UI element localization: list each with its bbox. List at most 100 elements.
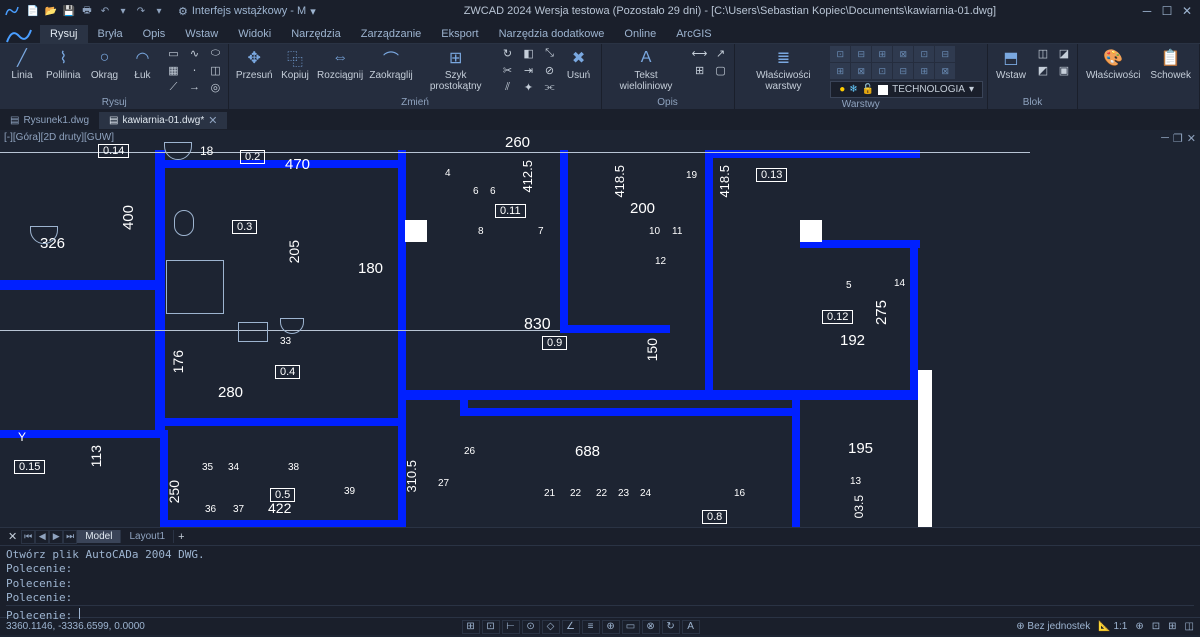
tab-widoki[interactable]: Widoki xyxy=(228,25,281,43)
b3-icon[interactable]: ◩ xyxy=(1032,63,1054,79)
mdi-restore-icon[interactable]: ❐ xyxy=(1173,132,1183,145)
cycle-toggle[interactable]: ↻ xyxy=(662,620,680,634)
dim-icon[interactable]: ⟷ xyxy=(689,46,711,62)
break-icon[interactable]: ⊘ xyxy=(539,63,561,79)
linia-button[interactable]: ╱Linia xyxy=(4,46,40,83)
luk-button[interactable]: ◠Łuk xyxy=(124,46,160,83)
lt6-icon[interactable]: ⊟ xyxy=(935,46,955,62)
maximize-button[interactable]: ☐ xyxy=(1158,3,1176,19)
explode-icon[interactable]: ✦ xyxy=(518,80,540,96)
lt8-icon[interactable]: ⊠ xyxy=(851,63,871,79)
lt2-icon[interactable]: ⊟ xyxy=(851,46,871,62)
spline-icon[interactable]: ∿ xyxy=(183,46,205,62)
field-icon[interactable]: ▢ xyxy=(710,63,732,79)
command-line[interactable]: Otwórz plik AutoCADa 2004 DWG. Polecenie… xyxy=(0,545,1200,617)
layout1-tab[interactable]: Layout1 xyxy=(121,530,174,543)
ray-icon[interactable]: → xyxy=(183,80,205,96)
otrack-toggle[interactable]: ∠ xyxy=(562,620,580,634)
model-tab[interactable]: Model xyxy=(77,530,121,543)
scale-icon[interactable]: ⤡ xyxy=(539,46,561,62)
offset-icon[interactable]: ⫽ xyxy=(497,80,519,96)
tab-dodatkowe[interactable]: Narzędzia dodatkowe xyxy=(489,25,615,43)
trim-icon[interactable]: ✂ xyxy=(497,63,519,79)
save-icon[interactable]: 💾 xyxy=(62,4,76,18)
lt7-icon[interactable]: ⊞ xyxy=(830,63,850,79)
lt4-icon[interactable]: ⊠ xyxy=(893,46,913,62)
ellipse-icon[interactable]: ⬭ xyxy=(204,46,226,62)
kopiuj-button[interactable]: ⿻Kopiuj xyxy=(277,46,313,83)
minimize-button[interactable]: ─ xyxy=(1138,3,1156,19)
lt11-icon[interactable]: ⊞ xyxy=(914,63,934,79)
drawing-workspace[interactable]: [-][Góra][2D druty][GUW] ─ ❐ ✕ xyxy=(0,130,1200,527)
point-icon[interactable]: ⋅ xyxy=(183,63,205,79)
mdi-close-icon[interactable]: ✕ xyxy=(1187,132,1196,145)
ortho-toggle[interactable]: ⊢ xyxy=(502,620,520,634)
rect-icon[interactable]: ▭ xyxy=(162,46,184,62)
app-menu-button[interactable] xyxy=(4,24,36,48)
close-panel-icon[interactable]: ✕ xyxy=(4,530,21,543)
file-tab-inactive[interactable]: ▤Rysunek1.dwg xyxy=(0,113,99,128)
drawing-viewport[interactable]: 0.14 18 0.2 470 260 400 326 0.3 205 180 … xyxy=(0,130,1200,527)
tab-bryla[interactable]: Bryła xyxy=(88,25,133,43)
okrag-button[interactable]: ○Okrąg xyxy=(86,46,122,83)
snap-toggle[interactable]: ⊡ xyxy=(482,620,500,634)
tab-zarzadzanie[interactable]: Zarządzanie xyxy=(351,25,432,43)
extend-icon[interactable]: ⇥ xyxy=(518,63,540,79)
current-layer-dropdown[interactable]: ● ❄ 🔓 TECHNOLOGIA ▾ xyxy=(830,81,983,98)
close-tab-icon[interactable]: ✕ xyxy=(208,114,217,127)
leader-icon[interactable]: ↗ xyxy=(710,46,732,62)
tab-rysuj[interactable]: Rysuj xyxy=(40,25,88,43)
region-icon[interactable]: ◫ xyxy=(204,63,226,79)
lt1-icon[interactable]: ⊡ xyxy=(830,46,850,62)
b1-icon[interactable]: ◫ xyxy=(1032,46,1054,62)
tab-opis[interactable]: Opis xyxy=(133,25,176,43)
wstaw-button[interactable]: ⬒Wstaw xyxy=(992,46,1030,83)
donut-icon[interactable]: ◎ xyxy=(204,80,226,96)
grid-toggle[interactable]: ⊞ xyxy=(462,620,480,634)
zaokraglij-button[interactable]: ⌒Zaokrąglij xyxy=(367,46,415,83)
osnap-toggle[interactable]: ◇ xyxy=(542,620,560,634)
dyn-toggle[interactable]: ⊕ xyxy=(602,620,620,634)
workspace-dropdown[interactable]: ⚙ Interfejs wstążkowy - M ▾ xyxy=(172,5,322,18)
print-icon[interactable]: 🖶 xyxy=(80,4,94,18)
status-icon2[interactable]: ⊡ xyxy=(1152,621,1160,632)
mirror-icon[interactable]: ◧ xyxy=(518,46,540,62)
b2-icon[interactable]: ◪ xyxy=(1053,46,1075,62)
lt5-icon[interactable]: ⊡ xyxy=(914,46,934,62)
tab-arcgis[interactable]: ArcGIS xyxy=(666,25,721,43)
lt3-icon[interactable]: ⊞ xyxy=(872,46,892,62)
polar-toggle[interactable]: ⊙ xyxy=(522,620,540,634)
units-label[interactable]: ⊕ Bez jednostek xyxy=(1016,621,1090,632)
hatch-icon[interactable]: ▦ xyxy=(162,63,184,79)
tekst-button[interactable]: ATekst wieloliniowy xyxy=(606,46,687,94)
b4-icon[interactable]: ▣ xyxy=(1053,63,1075,79)
undo-icon[interactable]: ↶ xyxy=(98,4,112,18)
file-tab-active[interactable]: ▤kawiarnia-01.dwg*✕ xyxy=(99,112,227,129)
szyk-button[interactable]: ⊞Szyk prostokątny xyxy=(417,46,495,94)
status-icon1[interactable]: ⊕ xyxy=(1135,621,1143,632)
tab-eksport[interactable]: Eksport xyxy=(431,25,488,43)
scale-label[interactable]: 📐 1:1 xyxy=(1098,621,1127,632)
xline-icon[interactable]: ⟋ xyxy=(162,80,184,96)
new-icon[interactable]: 📄 xyxy=(26,4,40,18)
next-icon[interactable]: ▶ xyxy=(49,530,63,544)
rotate-icon[interactable]: ↻ xyxy=(497,46,519,62)
last-icon[interactable]: ⏭ xyxy=(63,530,77,544)
lwt-toggle[interactable]: ≡ xyxy=(582,620,600,634)
first-icon[interactable]: ⏮ xyxy=(21,530,35,544)
add-layout-icon[interactable]: + xyxy=(174,531,188,543)
join-icon[interactable]: ⫘ xyxy=(539,80,561,96)
wlasciwosci-button[interactable]: 🎨Właściwości xyxy=(1082,46,1144,83)
redo-drop-icon[interactable]: ▾ xyxy=(152,4,166,18)
qp-toggle[interactable]: ▭ xyxy=(622,620,640,634)
tab-online[interactable]: Online xyxy=(614,25,666,43)
prev-icon[interactable]: ◀ xyxy=(35,530,49,544)
close-button[interactable]: ✕ xyxy=(1178,3,1196,19)
lt9-icon[interactable]: ⊡ xyxy=(872,63,892,79)
tab-narzedzia[interactable]: Narzędzia xyxy=(281,25,351,43)
rozciagnij-button[interactable]: ⇔Rozciągnij xyxy=(315,46,365,83)
lt12-icon[interactable]: ⊠ xyxy=(935,63,955,79)
open-icon[interactable]: 📂 xyxy=(44,4,58,18)
undo-drop-icon[interactable]: ▾ xyxy=(116,4,130,18)
wlasciwosci-warstwy-button[interactable]: ≣Właściwości warstwy xyxy=(739,46,829,94)
